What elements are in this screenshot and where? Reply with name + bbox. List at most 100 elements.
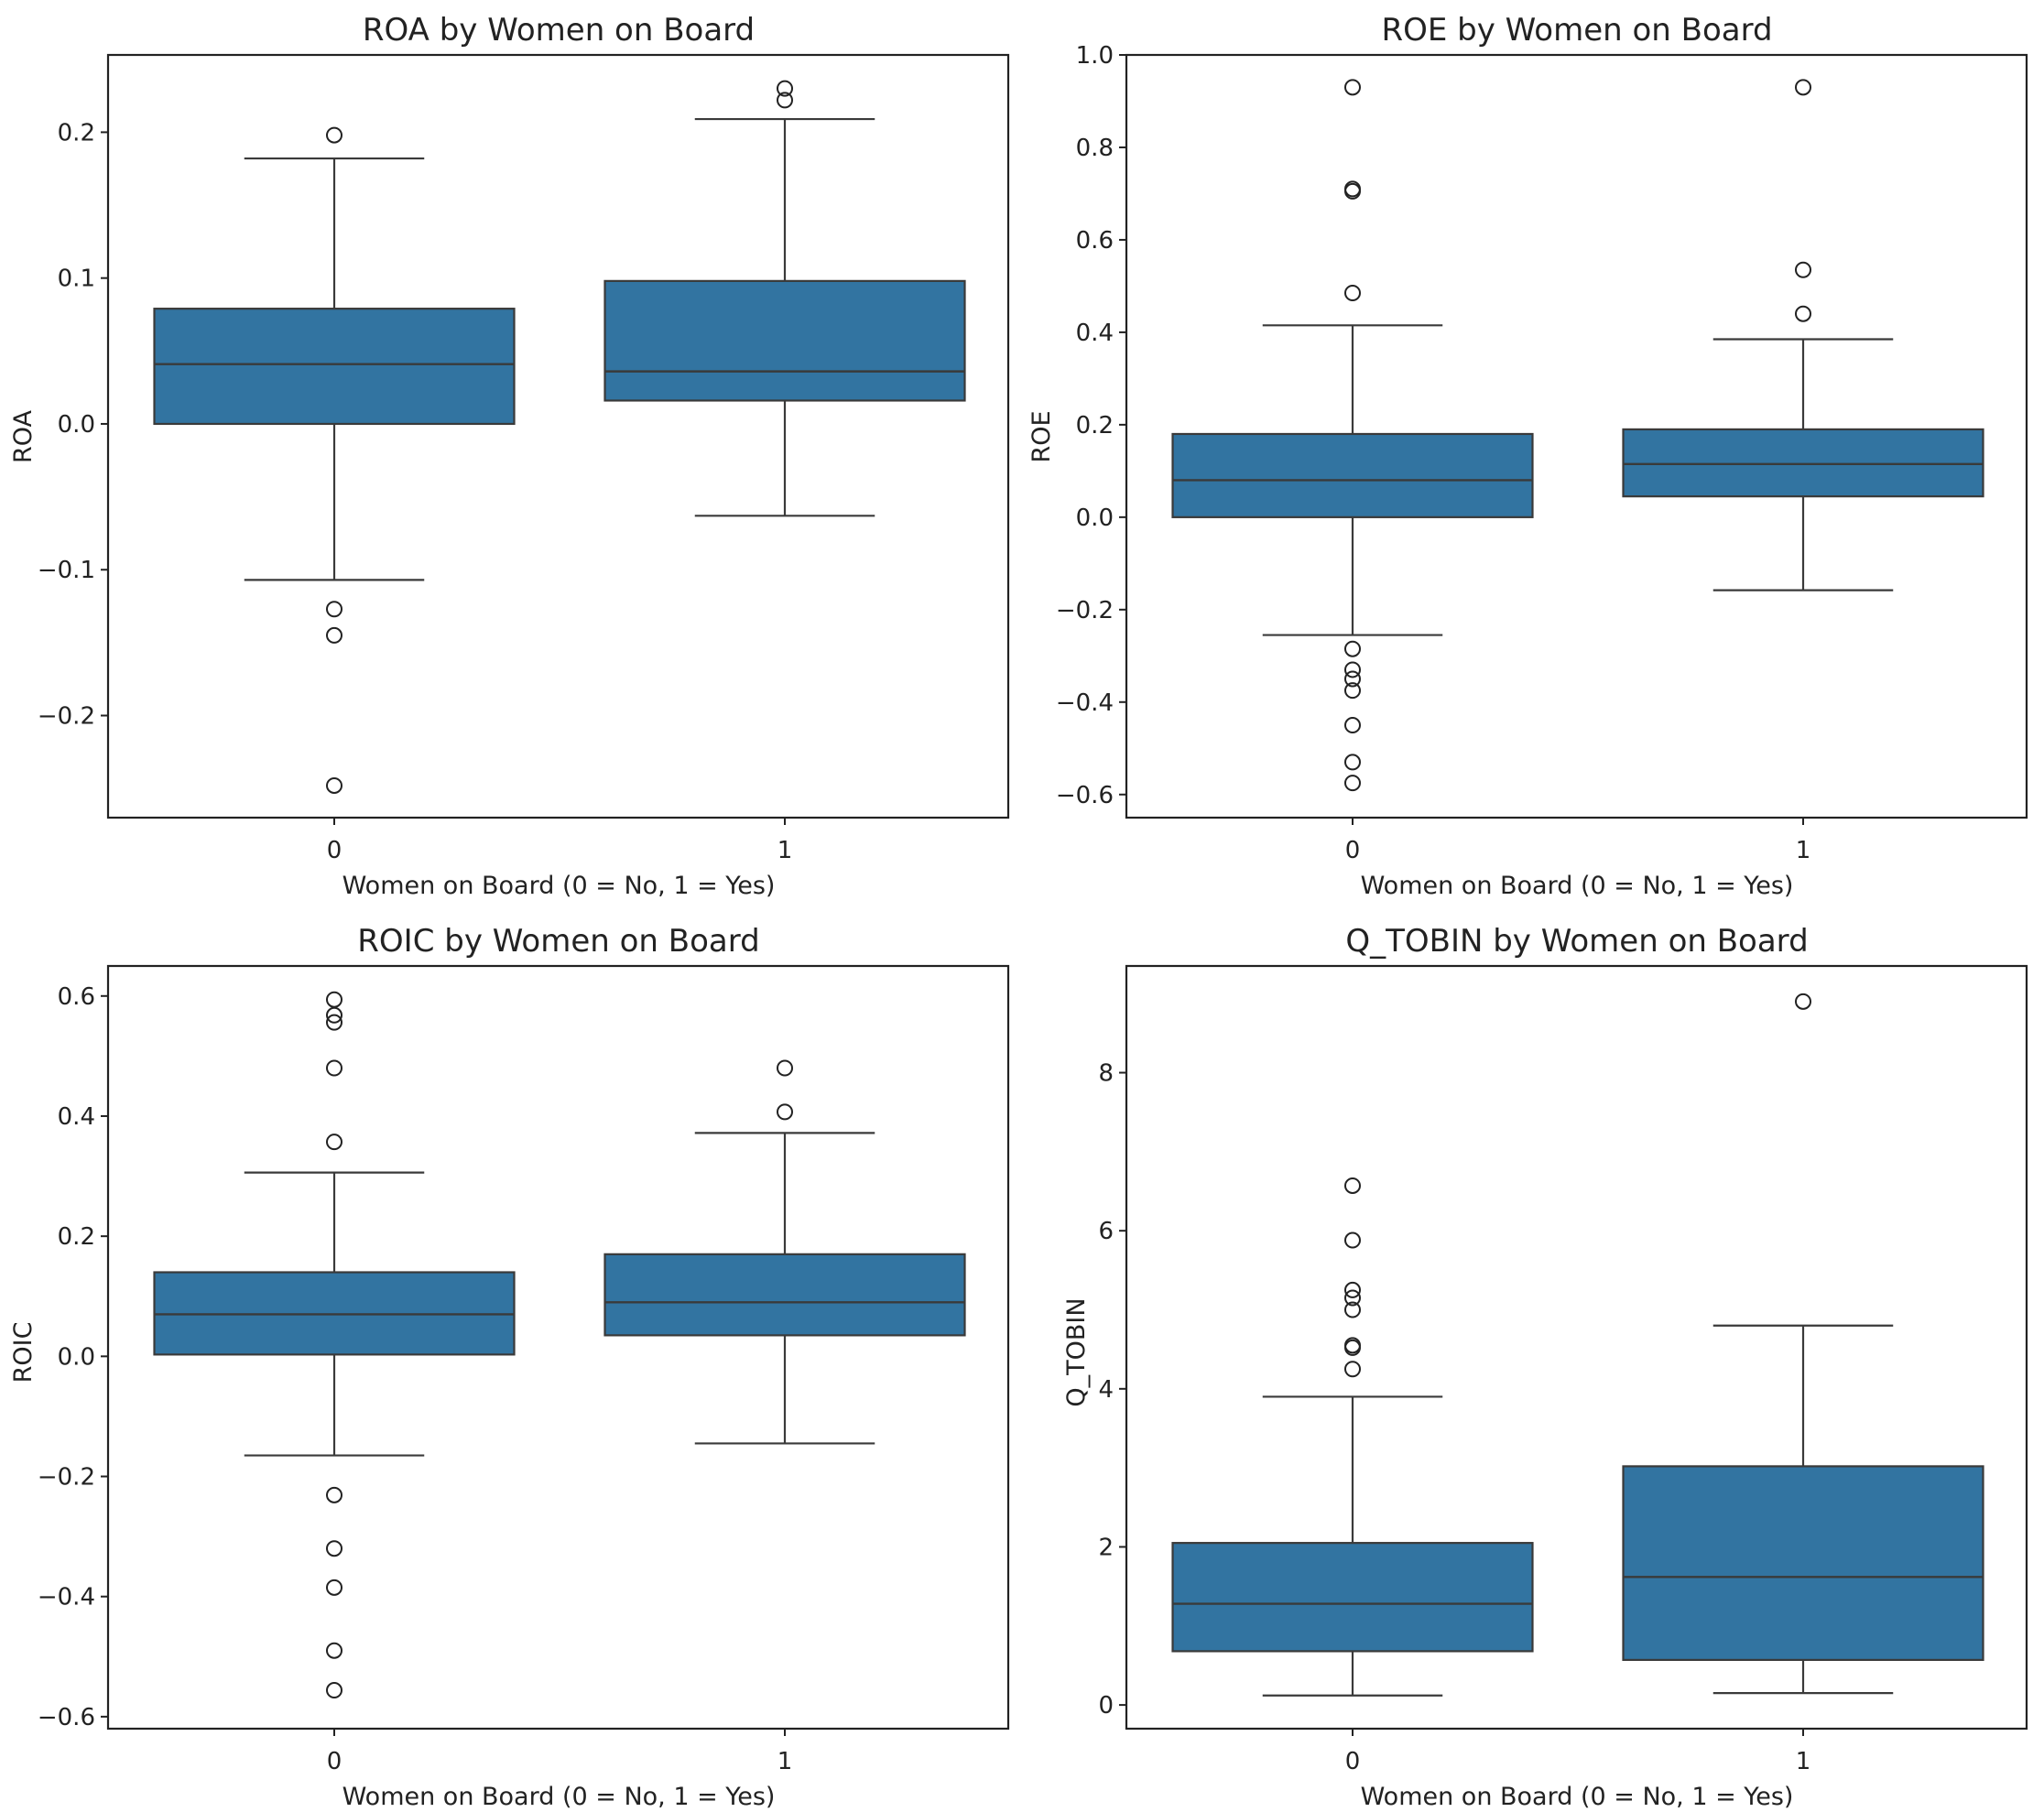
q-tobin-ytick-label-4: 8	[1098, 1060, 1114, 1088]
roic-cat0-outlier-8	[326, 1642, 342, 1659]
q-tobin-cat0-outlier-7	[1344, 1361, 1361, 1378]
roe-ytick-label-8: 1.0	[1076, 42, 1114, 70]
roic-ytick-label-0: −0.6	[38, 1704, 95, 1731]
roic-ylabel: ROIC	[9, 1322, 38, 1383]
q-tobin-xtick-1: 1	[1796, 1748, 1811, 1775]
roa-cat1-outlier-0	[777, 80, 793, 97]
roa-cat0-outlier-0	[326, 126, 342, 144]
q-tobin-ylabel: Q_TOBIN	[1062, 1297, 1091, 1406]
roa-ytick-label-4: 0.2	[58, 119, 95, 146]
roic-cat0-outlier-7	[326, 1579, 342, 1596]
roic-cat0-outlier-0	[326, 991, 342, 1008]
roe-cat0-outlier-8	[1344, 717, 1361, 734]
q-tobin-ytick-label-2: 4	[1098, 1376, 1114, 1404]
roe-cat0-outlier-0	[1344, 79, 1361, 96]
roe-cat0-outlier-2	[1344, 182, 1361, 200]
q-tobin-cat0-outlier-4	[1344, 1301, 1361, 1318]
q-tobin-cat0-box	[1171, 1542, 1534, 1653]
roa-title: ROA by Women on Board	[363, 12, 755, 49]
roic-ytick-label-1: −0.4	[38, 1584, 95, 1611]
roic-cat1-box	[603, 1253, 966, 1337]
q-tobin-cat0-outlier-1	[1344, 1232, 1361, 1249]
q-tobin-axes-frame	[1125, 964, 2028, 1731]
roa-xlabel: Women on Board (0 = No, 1 = Yes)	[342, 872, 776, 900]
roe-cat0-outlier-4	[1344, 640, 1361, 657]
roic-cat0-outlier-9	[326, 1682, 342, 1699]
roe-cat0-outlier-5	[1344, 661, 1361, 678]
roe-cat0-box	[1171, 432, 1534, 518]
roe-ytick-label-7: 0.8	[1076, 135, 1114, 162]
roic-xtick-0: 0	[327, 1748, 342, 1775]
roa-xtick-0: 0	[327, 837, 342, 864]
roic-axes-frame	[106, 964, 1010, 1731]
roe-ytick-label-2: −0.2	[1056, 597, 1114, 624]
roe-cat1-outlier-1	[1795, 261, 1811, 278]
q-tobin-cat1-outlier-0	[1795, 993, 1811, 1010]
roa-ytick-label-1: −0.1	[38, 557, 95, 584]
roa-cat0-box	[153, 308, 516, 426]
roa-cat0-outlier-1	[326, 601, 342, 618]
roe-cat0-outlier-10	[1344, 775, 1361, 792]
q-tobin-panel: Q_TOBIN by Women on Board Women on Board…	[1062, 923, 2028, 1811]
roe-cat1-outlier-0	[1795, 79, 1811, 96]
q-tobin-cat0-outlier-3	[1344, 1289, 1361, 1307]
roe-panel: ROE by Women on Board Women on Board (0 …	[1027, 12, 2028, 900]
roa-ylabel: ROA	[9, 409, 38, 463]
roe-ytick-label-1: −0.4	[1056, 689, 1114, 717]
roe-ytick-label-5: 0.4	[1076, 320, 1114, 347]
roic-cat0-outlier-4	[326, 1134, 342, 1151]
roic-ytick-label-6: 0.6	[58, 983, 95, 1011]
roe-cat0-outlier-7	[1344, 682, 1361, 700]
roa-cat1-outlier-1	[777, 92, 793, 109]
q-tobin-xlabel: Women on Board (0 = No, 1 = Yes)	[1361, 1783, 1794, 1811]
roe-ytick-label-0: −0.6	[1056, 782, 1114, 809]
roe-cat1-box	[1622, 428, 1984, 498]
roic-cat0-outlier-3	[326, 1059, 342, 1077]
q-tobin-ytick-label-0: 0	[1098, 1692, 1114, 1720]
q-tobin-cat0-outlier-2	[1344, 1281, 1361, 1298]
roe-title: ROE by Women on Board	[1381, 12, 1772, 49]
q-tobin-ytick-label-1: 2	[1098, 1534, 1114, 1561]
roa-axes-frame	[106, 53, 1010, 819]
roic-cat1-outlier-0	[777, 1059, 793, 1077]
roic-cat1-outlier-1	[777, 1103, 793, 1121]
roic-ytick-label-2: −0.2	[38, 1464, 95, 1492]
roa-cat1-box	[603, 279, 966, 402]
roic-cat0-outlier-5	[326, 1486, 342, 1503]
roa-ytick-label-0: −0.2	[38, 703, 95, 731]
q-tobin-cat1-box	[1622, 1465, 1984, 1662]
roe-ytick-label-4: 0.2	[1076, 412, 1114, 439]
roe-ytick-label-3: 0.0	[1076, 505, 1114, 532]
roa-cat0-outlier-2	[326, 626, 342, 644]
roic-panel: ROIC by Women on Board Women on Board (0…	[9, 923, 1010, 1811]
q-tobin-title: Q_TOBIN by Women on Board	[1345, 923, 1808, 960]
roe-ylabel: ROE	[1027, 410, 1056, 462]
roic-cat0-outlier-2	[326, 1014, 342, 1031]
roe-cat0-outlier-9	[1344, 754, 1361, 771]
q-tobin-cat0-outlier-6	[1344, 1339, 1361, 1356]
roa-ytick-label-2: 0.0	[58, 411, 95, 439]
roe-ytick-label-6: 0.6	[1076, 227, 1114, 255]
q-tobin-cat0-outlier-0	[1344, 1177, 1361, 1194]
q-tobin-xtick-0: 0	[1345, 1748, 1361, 1775]
roa-cat0-outlier-3	[326, 776, 342, 794]
roe-xtick-1: 1	[1796, 837, 1811, 864]
roe-axes-frame	[1125, 53, 2028, 819]
roic-xlabel: Women on Board (0 = No, 1 = Yes)	[342, 1783, 776, 1811]
roe-cat1-outlier-2	[1795, 305, 1811, 322]
q-tobin-ytick-label-3: 6	[1098, 1218, 1114, 1245]
roa-panel: ROA by Women on Board Women on Board (0 …	[9, 12, 1010, 900]
roic-ytick-label-5: 0.4	[58, 1103, 95, 1131]
roic-title: ROIC by Women on Board	[357, 923, 759, 960]
roic-xtick-1: 1	[777, 1748, 793, 1775]
roa-xtick-1: 1	[777, 837, 793, 864]
roic-ytick-label-3: 0.0	[58, 1343, 95, 1371]
roe-xtick-0: 0	[1345, 837, 1361, 864]
roic-ytick-label-4: 0.2	[58, 1223, 95, 1251]
roe-xlabel: Women on Board (0 = No, 1 = Yes)	[1361, 872, 1794, 900]
roic-cat0-outlier-6	[326, 1540, 342, 1557]
roic-cat0-outlier-1	[326, 1006, 342, 1024]
roe-cat0-outlier-6	[1344, 670, 1361, 688]
roa-ytick-label-3: 0.1	[58, 266, 95, 293]
